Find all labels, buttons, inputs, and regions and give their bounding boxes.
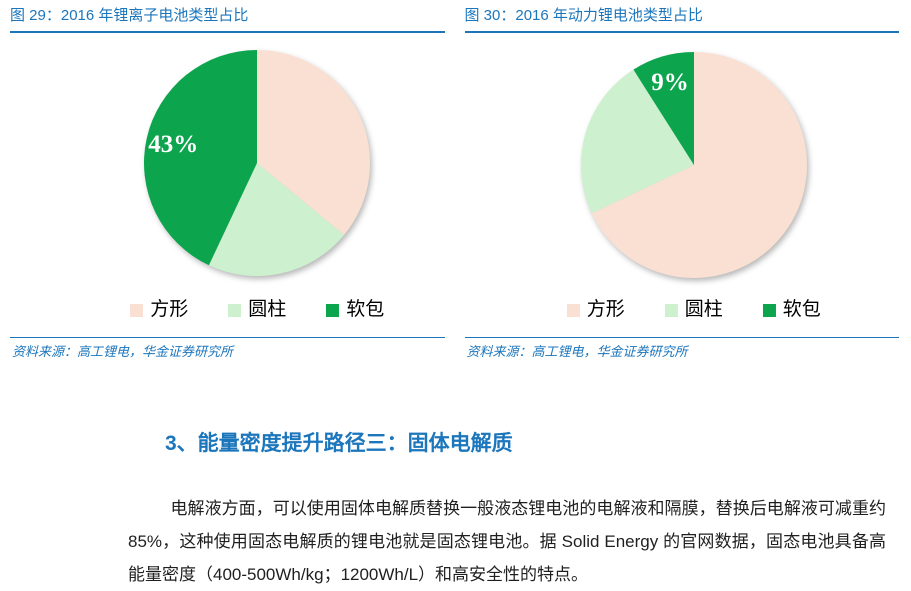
legend-swatch-cylindrical [664,303,678,317]
legend-item-cylindrical: 圆柱 [228,299,286,321]
section-heading: 3、能量密度提升路径三：固体电解质 [165,432,513,455]
figure-30-chart-area: 9% 方形 圆柱 软包 [465,33,900,337]
figure-30-source: 资料来源：高工锂电，华金证券研究所 [464,337,899,368]
figure-29: 图 29：2016 年锂离子电池类型占比 43% 方形 圆柱 软包 [10,7,445,368]
body-paragraph: 电解液方面，可以使用固体电解质替换一般液态锂电池的电解液和隔膜，替换后电解液可减… [128,499,886,584]
pie-slice-2 [208,163,345,277]
pie-data-label: 9% [651,69,689,96]
legend-label-cylindrical: 圆柱 [684,299,723,320]
figure-30-title: 图 30：2016 年动力锂电池类型占比 [464,7,899,33]
legend-swatch-prismatic [130,303,144,317]
figure-29-chart-area: 43% 方形 圆柱 软包 [10,33,445,337]
figure-29-legend: 方形 圆柱 软包 [130,299,384,321]
legend-item-pouch: 软包 [326,299,384,321]
legend-swatch-pouch [762,303,776,317]
legend-label-pouch: 软包 [782,299,821,320]
legend-label-prismatic: 方形 [150,299,189,320]
legend-item-cylindrical: 圆柱 [664,299,723,321]
figure-30: 图 30：2016 年动力锂电池类型占比 9% 方形 圆柱 软包 [464,7,900,368]
pie-chart-power-battery-types: 9% [580,52,807,278]
figures-row: 图 29：2016 年锂离子电池类型占比 43% 方形 圆柱 软包 [10,7,899,368]
legend-label-cylindrical: 圆柱 [248,299,287,320]
legend-item-prismatic: 方形 [130,299,188,321]
pie-slice-1 [591,52,807,278]
figure-29-source: 资料来源：高工锂电，华金证券研究所 [10,337,445,368]
legend-label-prismatic: 方形 [586,299,625,320]
figure-29-title: 图 29：2016 年锂离子电池类型占比 [10,7,445,33]
legend-item-prismatic: 方形 [566,299,625,321]
legend-swatch-pouch [326,303,340,317]
pie-chart-liion-types: 43% [143,50,371,277]
legend-item-pouch: 软包 [762,299,821,321]
figure-30-legend: 方形 圆柱 软包 [566,299,821,321]
pie-slice-1 [257,50,371,236]
pie-slice-3 [632,52,694,165]
pie-slice-2 [580,69,694,214]
legend-swatch-prismatic [566,303,580,317]
pie-slice-3 [143,50,257,266]
legend-label-pouch: 软包 [346,299,385,320]
legend-swatch-cylindrical [228,303,242,317]
pie-data-label: 43% [148,131,198,158]
